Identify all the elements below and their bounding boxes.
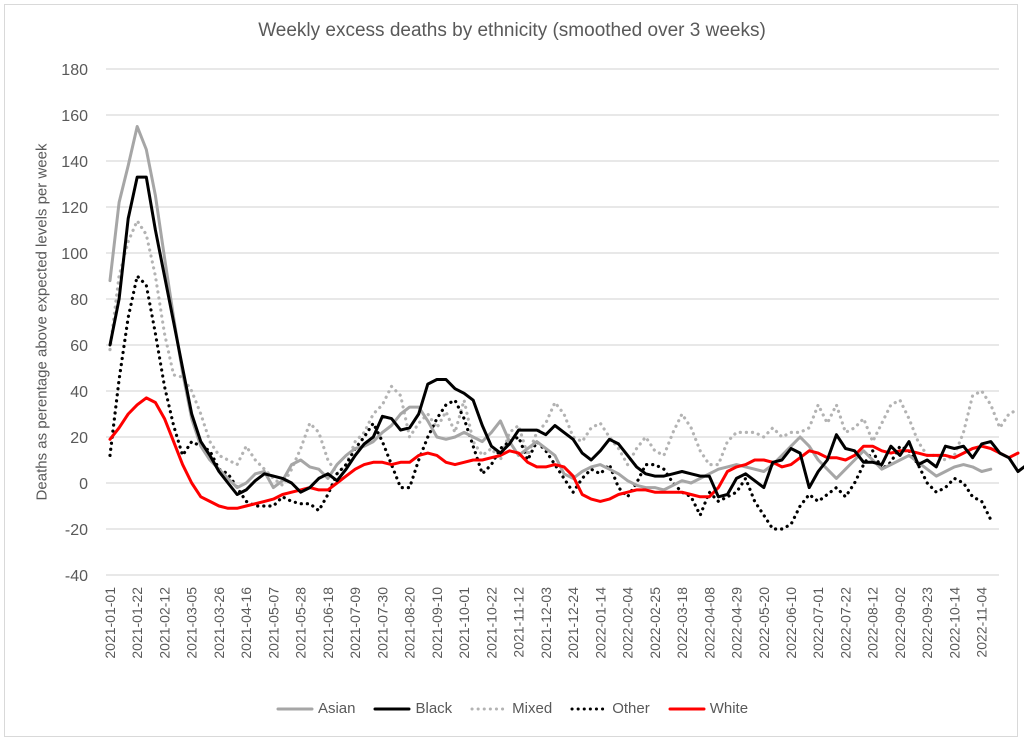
legend-label: Mixed	[512, 700, 553, 717]
x-tick-label: 2022-02-04	[620, 587, 636, 659]
x-tick-label: 2021-04-16	[238, 587, 254, 659]
gridlines	[106, 68, 999, 576]
y-tick-label: 60	[70, 338, 88, 355]
legend-item-white: White	[668, 700, 748, 717]
x-tick-label: 2021-01-22	[129, 587, 145, 659]
x-tick-labels: 2021-01-01 2021-01-22 2021-02-12 2021-03-05…	[102, 587, 990, 659]
series-line-white	[108, 396, 1020, 510]
chart-title: Weekly excess deaths by ethnicity (smoot…	[258, 20, 766, 41]
y-tick-label: 20	[70, 430, 88, 447]
x-tick-label: 2022-07-01	[810, 587, 826, 659]
x-tick-label: 2021-05-28	[293, 587, 309, 659]
x-tick-label: 2022-04-29	[729, 587, 745, 659]
x-tick-label: 2022-09-02	[892, 587, 908, 659]
series-lines	[108, 125, 1024, 531]
legend-label: Asian	[317, 700, 356, 717]
x-tick-label: 2022-04-08	[701, 587, 717, 659]
legend-item-mixed: Mixed	[470, 700, 552, 717]
x-tick-label: 2022-10-14	[946, 587, 962, 659]
x-tick-label: 2021-10-01	[456, 587, 472, 659]
legend: Asian Black Mixed Other White	[0, 700, 1024, 717]
legend-swatch	[570, 707, 608, 710]
y-tick-label: 160	[61, 108, 88, 125]
y-tick-label: -20	[65, 522, 88, 539]
y-tick-label: 180	[61, 62, 88, 79]
x-tick-label: 2022-11-04	[974, 587, 990, 658]
series-line-mixed	[108, 219, 1020, 487]
x-tick-label: 2022-03-18	[674, 587, 690, 659]
x-tick-label: 2021-09-10	[429, 587, 445, 659]
series-line-asian	[108, 125, 993, 492]
legend-swatch	[276, 707, 314, 710]
x-tick-label: 2022-01-14	[592, 587, 608, 659]
legend-label: Other	[612, 700, 650, 717]
y-tick-label: 120	[61, 200, 88, 217]
x-tick-label: 2021-02-12	[156, 587, 172, 659]
x-tick-label: 2021-10-22	[483, 587, 499, 659]
x-tick-label: 2021-11-12	[511, 587, 527, 658]
legend-label: White	[709, 700, 749, 717]
y-tick-label: 40	[70, 384, 88, 401]
x-tick-label: 2021-08-20	[402, 587, 418, 659]
x-tick-label: 2021-03-05	[184, 587, 200, 659]
y-tick-label: 80	[70, 292, 88, 309]
y-tick-labels: -40 -20 0 20 40 60 80 100 120 140 160 180	[61, 62, 88, 585]
x-tick-label: 2022-02-25	[647, 587, 663, 659]
x-tick-label: 2021-03-26	[211, 587, 227, 659]
legend-label: Black	[415, 700, 453, 717]
x-tick-label: 2021-07-30	[374, 587, 390, 659]
y-tick-label: 140	[61, 154, 88, 171]
series-line-black	[108, 175, 1024, 499]
legend-item-other: Other	[570, 700, 650, 717]
y-tick-label: 100	[61, 246, 88, 263]
x-tick-label: 2021-05-07	[265, 587, 281, 659]
x-tick-label: 2022-08-12	[865, 587, 881, 659]
legend-swatch	[373, 707, 411, 710]
legend-item-black: Black	[373, 700, 452, 717]
series-line-other	[108, 274, 993, 531]
y-tick-label: 0	[79, 476, 88, 493]
x-tick-label: 2022-07-22	[837, 587, 853, 659]
x-tick-label: 2022-05-20	[756, 587, 772, 659]
legend-item-asian: Asian	[276, 700, 356, 717]
x-tick-label: 2022-06-10	[783, 587, 799, 659]
x-tick-label: 2021-01-01	[102, 587, 118, 659]
y-tick-label: -40	[65, 568, 88, 585]
legend-swatch	[668, 707, 706, 710]
x-tick-label: 2021-12-24	[565, 587, 581, 659]
legend-swatch	[470, 707, 508, 710]
x-tick-label: 2021-12-03	[538, 587, 554, 659]
x-tick-label: 2022-09-23	[919, 587, 935, 659]
x-tick-label: 2021-07-09	[347, 587, 363, 659]
x-tick-label: 2021-06-18	[320, 587, 336, 659]
